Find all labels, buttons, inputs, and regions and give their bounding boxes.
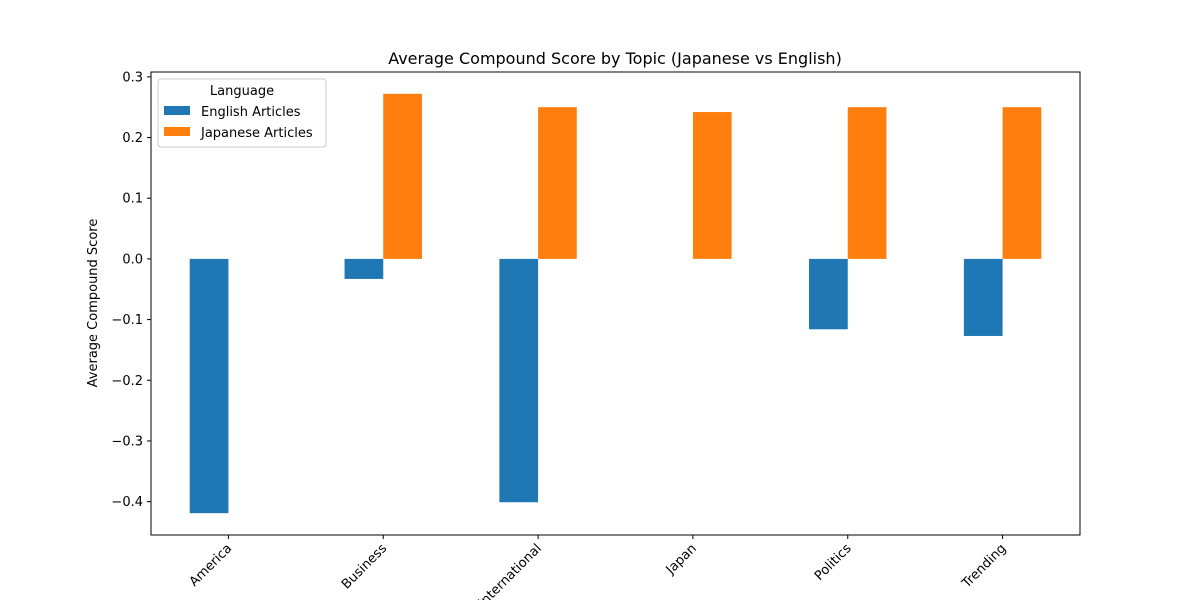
y-tick-label: 0.2 (122, 131, 143, 146)
bars (189, 93, 1042, 514)
bar-english-trending (963, 258, 1003, 336)
bar-japanese-international (538, 107, 577, 259)
x-tick-label-america: America (187, 541, 236, 590)
y-tick-label: −0.1 (111, 313, 143, 328)
y-tick-label: −0.3 (111, 434, 143, 449)
legend-swatch-english (164, 106, 190, 115)
x-tick-label-international: International (476, 541, 545, 600)
y-tick-label: 0.1 (122, 192, 143, 207)
x-tick-label-politics: Politics (812, 541, 855, 584)
bar-english-america (189, 258, 229, 514)
bar-japanese-politics (847, 107, 887, 259)
legend: Language English Articles Japanese Artic… (157, 78, 327, 148)
y-tick-label: 0.0 (122, 252, 143, 267)
legend-label-japanese: Japanese Articles (200, 126, 313, 141)
chart-title: Average Compound Score by Topic (Japanes… (388, 49, 842, 68)
x-tick-label-trending: Trending (959, 541, 1010, 592)
y-tick-label: 0.3 (122, 70, 143, 85)
bar-japanese-business (383, 93, 422, 259)
x-axis-ticks: America Business International Japan Politic… (187, 535, 1010, 600)
legend-swatch-japanese (164, 127, 190, 136)
bar-japanese-japan (692, 112, 732, 259)
y-tick-label: −0.4 (111, 495, 143, 510)
y-tick-label: −0.2 (111, 374, 143, 389)
bar-english-politics (809, 258, 848, 330)
y-axis-ticks: −0.4 −0.3 −0.2 −0.1 0.0 0.1 0.2 0.3 (111, 70, 151, 510)
x-tick-label-business: Business (339, 541, 390, 592)
bar-english-international (499, 258, 539, 503)
plot-area-frame (150, 71, 1081, 536)
x-tick-label-japan: Japan (663, 541, 700, 578)
legend-box (157, 78, 327, 148)
legend-title: Language (210, 84, 274, 99)
bar-english-business (344, 258, 384, 279)
y-axis-label: Average Compound Score (86, 219, 101, 388)
bar-japanese-trending (1002, 107, 1042, 259)
legend-label-english: English Articles (201, 105, 301, 120)
